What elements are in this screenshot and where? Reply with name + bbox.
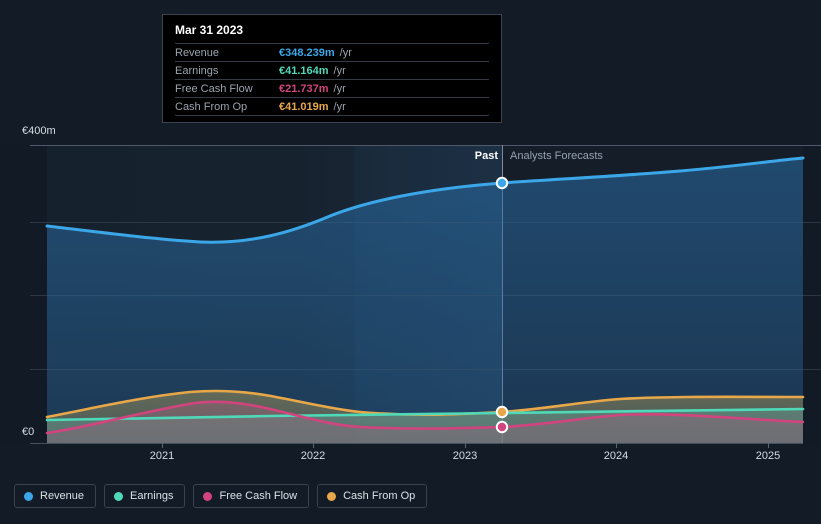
legend-item-revenue[interactable]: Revenue — [14, 484, 97, 508]
legend-dot-earnings-icon — [114, 491, 124, 501]
tooltip-row-earnings: Earnings €41.164m /yr — [175, 61, 489, 79]
forecast-divider — [502, 145, 503, 443]
legend-dot-revenue-icon — [24, 491, 33, 501]
tooltip-label-free-cash-flow: Free Cash Flow — [175, 83, 253, 95]
tooltip-row-free-cash-flow: Free Cash Flow €21.737m /yr — [175, 79, 489, 97]
tooltip-unit-revenue: /yr — [339, 47, 352, 59]
tooltip-value-revenue: €348.239m — [279, 47, 335, 59]
hover-tooltip: Mar 31 2023 Revenue €348.239m /yr Earnin… — [162, 14, 502, 123]
tooltip-bottom-rule — [175, 115, 489, 116]
x-axis-label-2022: 2022 — [300, 450, 326, 462]
x-axis-label-2021: 2021 — [149, 450, 175, 462]
tooltip-row-cash-from-op: Cash From Op €41.019m /yr — [175, 97, 489, 115]
tooltip-value-cash-from-op: €41.019m — [279, 101, 329, 113]
legend-label-revenue: Revenue — [40, 490, 85, 502]
legend-label-earnings: Earnings — [130, 490, 174, 502]
x-tick-2022 — [313, 443, 314, 448]
x-axis-label-2023: 2023 — [452, 450, 478, 462]
y-axis-label-top: €400m — [22, 125, 56, 137]
tooltip-unit-earnings: /yr — [333, 65, 346, 77]
legend-item-earnings[interactable]: Earnings — [104, 484, 186, 508]
legend-dot-cash-from-op-icon — [327, 491, 337, 501]
x-axis-line — [30, 443, 803, 444]
legend-item-free-cash-flow[interactable]: Free Cash Flow — [193, 484, 310, 508]
gridline-100m — [30, 369, 821, 370]
phase-label-past: Past — [474, 150, 498, 162]
tooltip-label-cash-from-op: Cash From Op — [175, 101, 248, 113]
phase-label-forecast: Analysts Forecasts — [510, 150, 603, 162]
y-axis-label-zero: €0 — [22, 426, 35, 438]
legend-label-free-cash-flow: Free Cash Flow — [219, 490, 298, 502]
legend-item-cash-from-op[interactable]: Cash From Op — [317, 484, 428, 508]
x-axis-label-2025: 2025 — [755, 450, 781, 462]
hover-highlight-band — [355, 145, 502, 443]
x-tick-2023 — [465, 443, 466, 448]
gridline-400m — [30, 145, 821, 146]
tooltip-label-earnings: Earnings — [175, 65, 219, 77]
tooltip-unit-free-cash-flow: /yr — [333, 83, 346, 95]
x-axis-label-2024: 2024 — [603, 450, 629, 462]
forecast-band — [502, 145, 803, 443]
gridline-300m — [30, 222, 821, 223]
gridline-200m — [30, 295, 821, 296]
tooltip-value-earnings: €41.164m — [279, 65, 329, 77]
legend-label-cash-from-op: Cash From Op — [343, 490, 416, 502]
tooltip-label-revenue: Revenue — [175, 47, 220, 59]
tooltip-date: Mar 31 2023 — [175, 23, 244, 37]
legend: Revenue Earnings Free Cash Flow Cash Fro… — [14, 484, 428, 508]
tooltip-value-free-cash-flow: €21.737m — [279, 83, 329, 95]
x-tick-2025 — [768, 443, 769, 448]
x-tick-2024 — [616, 443, 617, 448]
legend-dot-free-cash-flow-icon — [203, 491, 213, 501]
tooltip-row-revenue: Revenue €348.239m /yr — [175, 43, 489, 61]
x-tick-2021 — [162, 443, 163, 448]
tooltip-unit-cash-from-op: /yr — [333, 101, 346, 113]
